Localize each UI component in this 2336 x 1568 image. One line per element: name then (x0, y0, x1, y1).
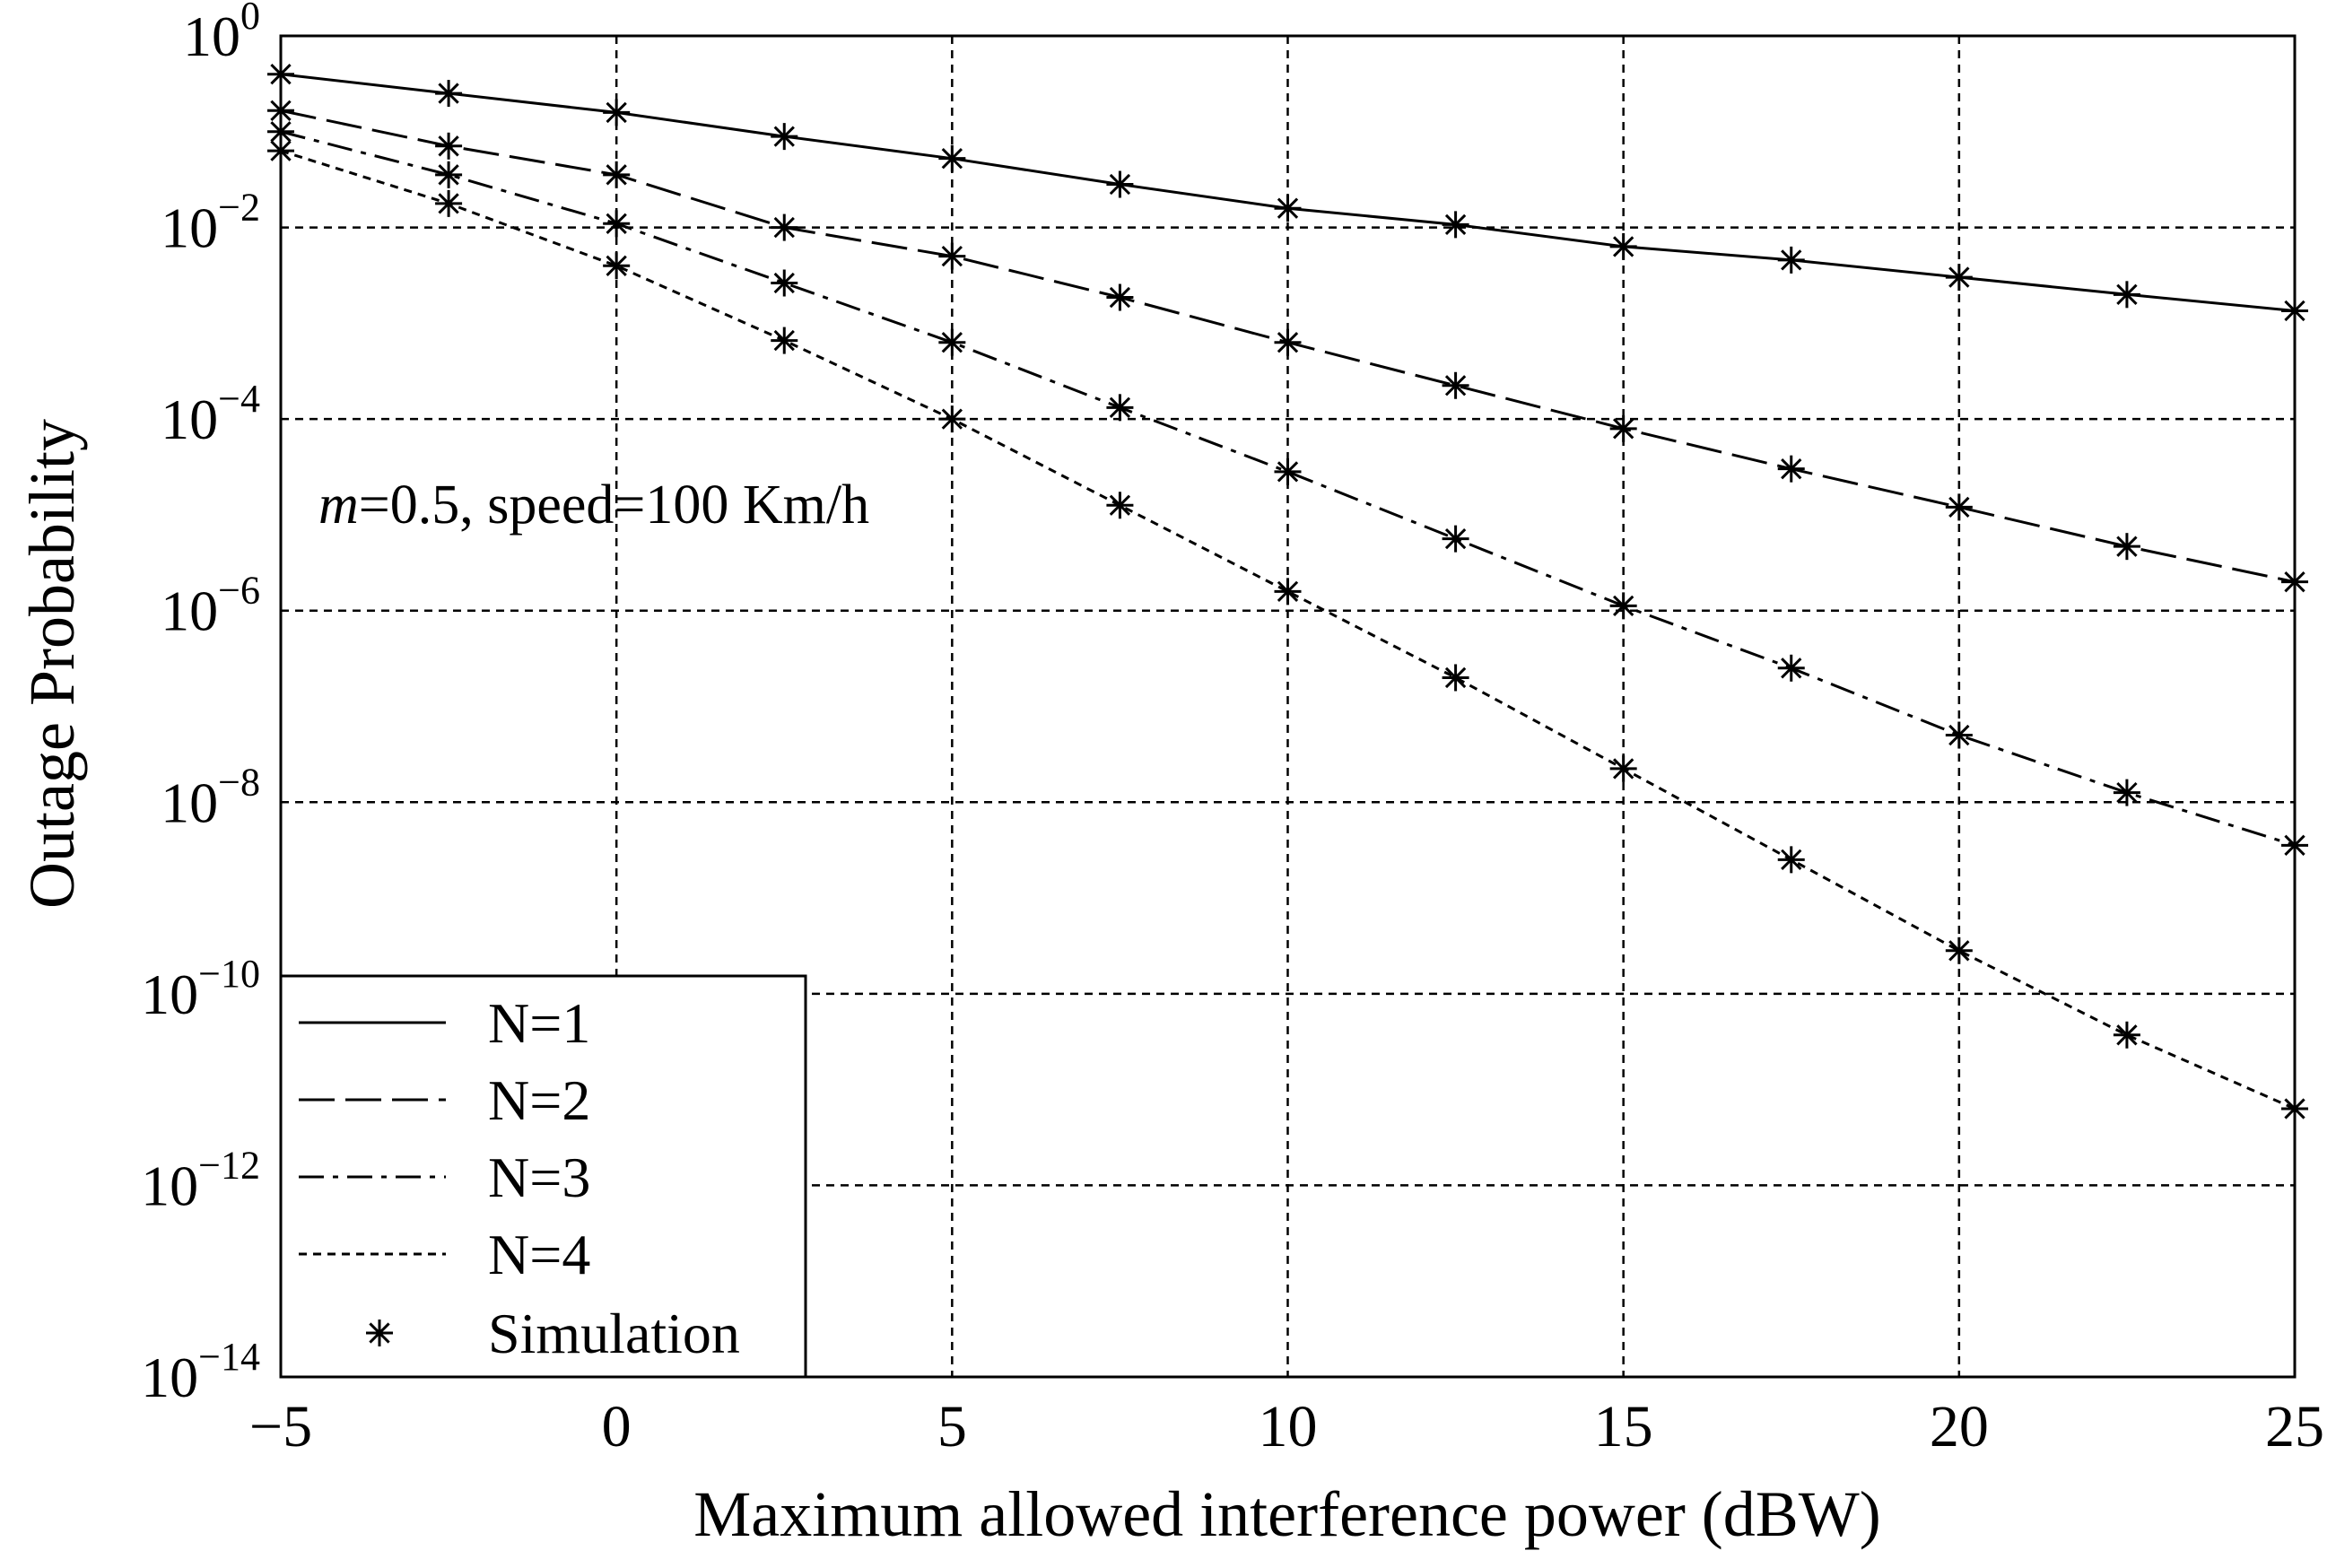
legend-label: N=1 (488, 991, 590, 1055)
y-tick-exponent: −4 (218, 377, 260, 421)
y-tick-exponent: −2 (218, 186, 260, 230)
y-tick-base: 10 (141, 963, 198, 1026)
y-tick-base: 10 (161, 771, 218, 834)
simulation-marker (1274, 457, 1302, 485)
simulation-marker (1609, 754, 1637, 782)
annotation-italic: m (318, 475, 359, 536)
simulation-marker (1106, 394, 1134, 422)
simulation-marker (938, 405, 966, 433)
simulation-marker (1274, 578, 1302, 605)
x-tick-label: −5 (249, 1394, 312, 1459)
annotation-rest: =0.5, speed=100 Km/h (359, 475, 869, 536)
simulation-marker (1442, 371, 1469, 399)
simulation-marker (435, 80, 463, 108)
legend-entry: N=2 (299, 1068, 590, 1132)
simulation-marker (1777, 654, 1805, 682)
simulation-marker (603, 161, 631, 188)
simulation-marker (771, 213, 798, 241)
simulation-marker (1945, 721, 1973, 749)
simulation-marker (2113, 281, 2140, 309)
y-tick-label: 10−10 (141, 952, 260, 1026)
simulation-marker (603, 99, 631, 126)
legend-simulation-marker (366, 1320, 393, 1346)
y-tick-base: 10 (161, 579, 218, 643)
simulation-marker (1609, 232, 1637, 260)
simulation-marker (771, 327, 798, 354)
legend-entry: N=3 (299, 1146, 590, 1209)
y-tick-exponent: −6 (218, 569, 260, 613)
x-axis-label: Maximum allowed interference power (dBW) (693, 1478, 1881, 1550)
legend-label: Simulation (488, 1302, 740, 1365)
simulation-marker (2113, 533, 2140, 561)
legend-entry: N=1 (299, 991, 590, 1055)
y-tick-label: 10−4 (161, 377, 260, 451)
simulation-marker (603, 210, 631, 238)
y-tick-label: 10−2 (161, 186, 260, 260)
simulation-marker (1945, 936, 1973, 964)
legend: N=1 N=2 N=3 N=4 Simulation (279, 974, 807, 1379)
x-tick-label: 5 (937, 1394, 967, 1459)
simulation-marker (938, 242, 966, 270)
legend-label: N=2 (488, 1068, 590, 1132)
simulation-marker (1777, 246, 1805, 274)
x-tick-label: 10 (1259, 1394, 1318, 1459)
simulation-marker (938, 328, 966, 356)
y-tick-label: 100 (183, 0, 260, 68)
plot-frame (279, 34, 2297, 1379)
simulation-marker (771, 269, 798, 297)
legend-label: N=4 (488, 1223, 590, 1286)
y-tick-base: 10 (141, 1346, 198, 1409)
simulation-marker (1442, 525, 1469, 553)
marker-layer (267, 60, 2308, 1122)
legend-entry: N=4 (299, 1223, 590, 1286)
y-tick-exponent: −14 (198, 1335, 260, 1379)
x-tick-label: 15 (1594, 1394, 1653, 1459)
simulation-marker (435, 189, 463, 217)
simulation-marker (435, 132, 463, 160)
legend-entry: Simulation (366, 1302, 740, 1365)
y-tick-exponent: 0 (240, 0, 260, 38)
simulation-marker (2113, 1021, 2140, 1049)
legend-label: N=3 (488, 1146, 590, 1209)
simulation-marker (603, 252, 631, 280)
simulation-marker (1274, 195, 1302, 222)
y-tick-base: 10 (141, 1154, 198, 1217)
simulation-marker (1106, 492, 1134, 519)
simulation-marker (1609, 592, 1637, 620)
y-tick-label: 10−14 (141, 1335, 260, 1409)
x-tick-label: 0 (602, 1394, 632, 1459)
y-tick-label: 10−8 (161, 760, 260, 834)
y-tick-exponent: −10 (198, 952, 260, 996)
simulation-marker (938, 144, 966, 172)
simulation-marker (1106, 283, 1134, 311)
simulation-marker (771, 123, 798, 151)
y-tick-exponent: −12 (198, 1143, 260, 1187)
simulation-marker (435, 161, 463, 188)
simulation-marker (1274, 328, 1302, 356)
y-tick-base: 10 (161, 388, 218, 451)
y-tick-base: 10 (161, 196, 218, 260)
simulation-marker (1442, 211, 1469, 239)
y-tick-exponent: −8 (218, 760, 260, 804)
legend-entries: N=1 N=2 N=3 N=4 Simulation (299, 991, 740, 1365)
simulation-marker (1777, 455, 1805, 483)
simulation-marker (1106, 170, 1134, 198)
y-tick-label: 10−12 (141, 1143, 260, 1217)
x-tick-labels: −5 0 5 10 15 20 25 (249, 1394, 2324, 1459)
simulation-marker (1945, 493, 1973, 521)
simulation-marker (1945, 264, 1973, 292)
annotation-text: m=0.5, speed=100 Km/h (318, 475, 869, 536)
simulation-marker (1777, 846, 1805, 874)
simulation-marker (1609, 414, 1637, 442)
y-tick-label: 10−6 (161, 569, 260, 643)
y-tick-base: 10 (183, 4, 240, 68)
simulation-marker (2113, 779, 2140, 806)
x-tick-label: 25 (2265, 1394, 2324, 1459)
x-tick-label: 20 (1930, 1394, 1989, 1459)
simulation-marker (1442, 664, 1469, 692)
y-axis-label: Outage Probability (16, 419, 88, 909)
